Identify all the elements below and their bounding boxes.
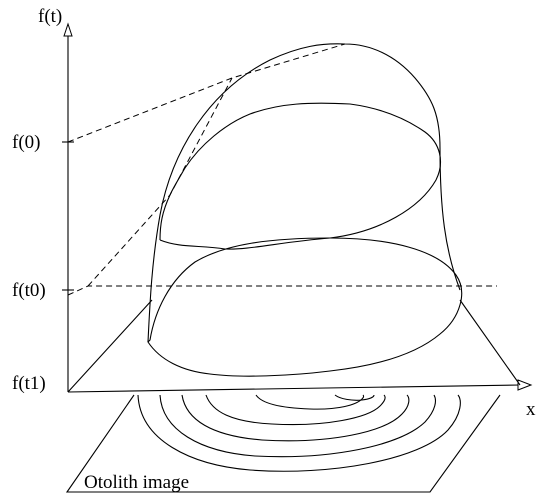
x-axis-label: x (526, 399, 536, 420)
dashed-f0-projection (67, 43, 346, 143)
ft0-label: f(t0) (12, 280, 46, 301)
surface-lower-contour (147, 237, 463, 377)
dashed-ft0-projection (67, 285, 497, 296)
y-axis-label: f(t) (38, 6, 62, 27)
base-plane (67, 299, 521, 393)
ft1-label: f(t1) (12, 373, 46, 394)
contour-4 (205, 394, 386, 426)
contour-5 (255, 394, 365, 410)
x-axis-arrowhead (517, 379, 533, 391)
contour-6 (334, 394, 375, 401)
contour-1 (137, 394, 461, 472)
f0-label: f(0) (12, 132, 40, 153)
y-axis-arrowhead (63, 22, 73, 37)
surface-outer-profile (147, 43, 461, 343)
otolith-contours (137, 394, 461, 472)
projection-lines (67, 43, 497, 296)
surface-left-contour (159, 194, 171, 241)
x-axis-line (67, 384, 521, 393)
labels: f(t) x f(0) f(t0) f(t1) Otolith image (12, 6, 536, 493)
function-surface (147, 43, 463, 377)
surface-mid-contour (159, 102, 441, 250)
axes (63, 22, 533, 393)
otolith-image-plane (65, 394, 501, 493)
contour-3 (181, 394, 410, 442)
contour-2 (159, 394, 436, 458)
otolith-image-label: Otolith image (84, 472, 189, 493)
